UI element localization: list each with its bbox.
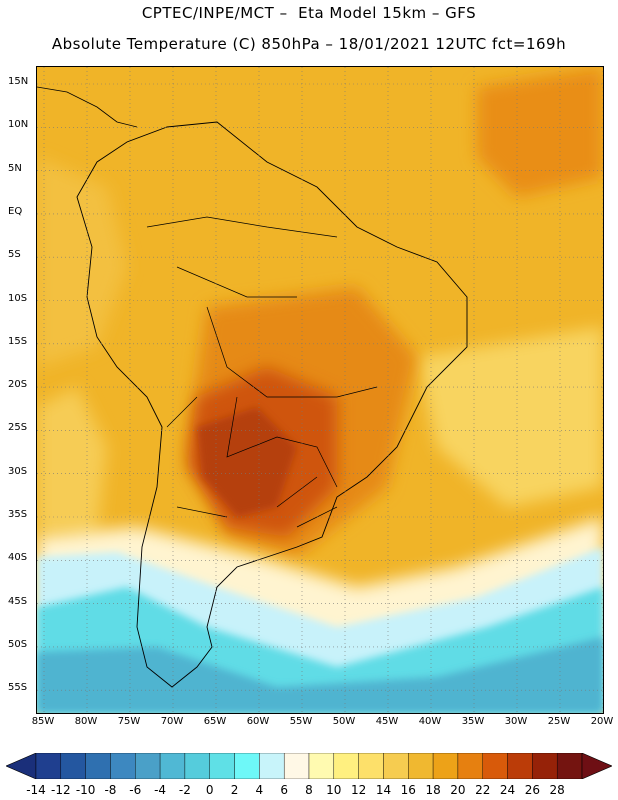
latitude-label: 55S bbox=[8, 682, 28, 694]
colorbar-label: 8 bbox=[305, 783, 313, 797]
colorbar-swatch bbox=[135, 753, 161, 779]
longitude-label: 50W bbox=[332, 716, 356, 727]
colorbar-label: 18 bbox=[425, 783, 441, 797]
colorbar-label: 6 bbox=[280, 783, 288, 797]
latitude-label: 20S bbox=[8, 379, 28, 391]
longitude-label: 35W bbox=[461, 716, 485, 727]
longitude-label: 30W bbox=[504, 716, 528, 727]
map-title-line-1: CPTEC/INPE/MCT – Eta Model 15km – GFS bbox=[141, 4, 477, 22]
temp-zone-24 bbox=[197, 407, 297, 517]
colorbar-swatch bbox=[85, 753, 111, 779]
colorbar-label: 10 bbox=[326, 783, 342, 797]
colorbar-swatch bbox=[333, 753, 359, 779]
colorbar-swatch bbox=[556, 753, 583, 779]
colorbar-swatch bbox=[110, 753, 136, 779]
colorbar-swatch bbox=[60, 753, 86, 779]
longitude-label: 85W bbox=[31, 716, 55, 727]
latitude-label: 45S bbox=[8, 595, 28, 607]
colorbar-label: 24 bbox=[499, 783, 516, 797]
colorbar-label: 2 bbox=[230, 783, 239, 797]
colorbar-label: -10 bbox=[75, 783, 96, 797]
colorbar-label: 20 bbox=[450, 783, 466, 797]
colorbar-swatch bbox=[308, 753, 335, 779]
colorbar-swatch bbox=[283, 753, 310, 779]
colorbar-swatch bbox=[507, 753, 533, 779]
colorbar-under-arrow bbox=[6, 753, 37, 779]
longitude-label: 25W bbox=[547, 716, 571, 727]
latitude-label: 30S bbox=[8, 465, 28, 477]
temp-zone-14 bbox=[37, 387, 107, 537]
colorbar-label: 22 bbox=[475, 783, 491, 797]
longitude-label: 80W bbox=[74, 716, 98, 727]
latitude-label: 10S bbox=[8, 292, 28, 304]
colorbar-label: 0 bbox=[205, 783, 214, 797]
colorbar-swatch bbox=[408, 753, 434, 779]
colorbar-label: 4 bbox=[255, 783, 264, 797]
colorbar-label: -4 bbox=[154, 783, 167, 797]
latitude-label: 25S bbox=[8, 422, 28, 434]
temp-zone-14-atl bbox=[417, 327, 603, 507]
colorbar-swatch bbox=[209, 753, 235, 779]
longitude-label: 20W bbox=[590, 716, 614, 727]
latitude-label: 35S bbox=[8, 509, 28, 520]
colorbar-swatch bbox=[457, 753, 483, 779]
latitude-label: 50S bbox=[8, 638, 28, 650]
continent-outline bbox=[76, 121, 468, 688]
temp-zone-20-ne bbox=[477, 67, 603, 197]
latitude-label: 40S bbox=[8, 552, 28, 564]
longitude-label: 55W bbox=[289, 716, 313, 727]
longitude-label: 75W bbox=[117, 716, 141, 727]
colorbar-swatch bbox=[35, 753, 62, 779]
central-america-coast bbox=[37, 86, 138, 128]
colorbar-swatch bbox=[532, 753, 558, 779]
longitude-label: 65W bbox=[203, 716, 227, 727]
colorbar-swatch bbox=[432, 753, 459, 779]
colorbar-label: -12 bbox=[51, 783, 71, 797]
colorbar-label: -6 bbox=[129, 783, 142, 797]
longitude-label: 70W bbox=[160, 716, 184, 727]
colorbar-swatch bbox=[184, 753, 210, 779]
longitude-label: 60W bbox=[246, 716, 270, 727]
map-canvas bbox=[37, 67, 603, 713]
colorbar-label: 14 bbox=[375, 783, 392, 797]
colorbar bbox=[6, 753, 612, 779]
colorbar-label: 12 bbox=[350, 783, 367, 797]
longitude-label: 45W bbox=[375, 716, 399, 727]
colorbar-swatch bbox=[482, 753, 508, 779]
colorbar-swatch bbox=[234, 753, 260, 779]
colorbar-label: -2 bbox=[178, 783, 191, 797]
latitude-label: 5N bbox=[8, 162, 22, 174]
colorbar-swatch bbox=[159, 753, 186, 779]
map-title-line-2: Absolute Temperature (C) 850hPa – 18/01/… bbox=[51, 35, 567, 53]
latitude-label: 5S bbox=[8, 249, 21, 261]
colorbar-swatch bbox=[259, 753, 285, 779]
colorbar-label: 16 bbox=[400, 783, 416, 797]
temp-zone-16 bbox=[37, 157, 127, 367]
latitude-label: EQ bbox=[8, 205, 23, 217]
colorbar-swatch bbox=[383, 753, 409, 779]
longitude-label: 40W bbox=[418, 716, 442, 727]
colorbar-label: -14 bbox=[26, 783, 46, 797]
colorbar-swatch bbox=[358, 753, 384, 779]
colorbar-over-arrow bbox=[581, 753, 612, 779]
colorbar-label: 28 bbox=[549, 783, 565, 797]
country-borders bbox=[146, 216, 378, 528]
latitude-label: 15S bbox=[8, 335, 28, 347]
temperature-map bbox=[36, 66, 604, 714]
latitude-label: 10N bbox=[8, 119, 29, 131]
latitude-label: 15N bbox=[8, 76, 29, 87]
colorbar-label: 26 bbox=[524, 783, 540, 797]
colorbar-label: -8 bbox=[104, 783, 117, 797]
temp-zone-minus2 bbox=[37, 637, 603, 713]
